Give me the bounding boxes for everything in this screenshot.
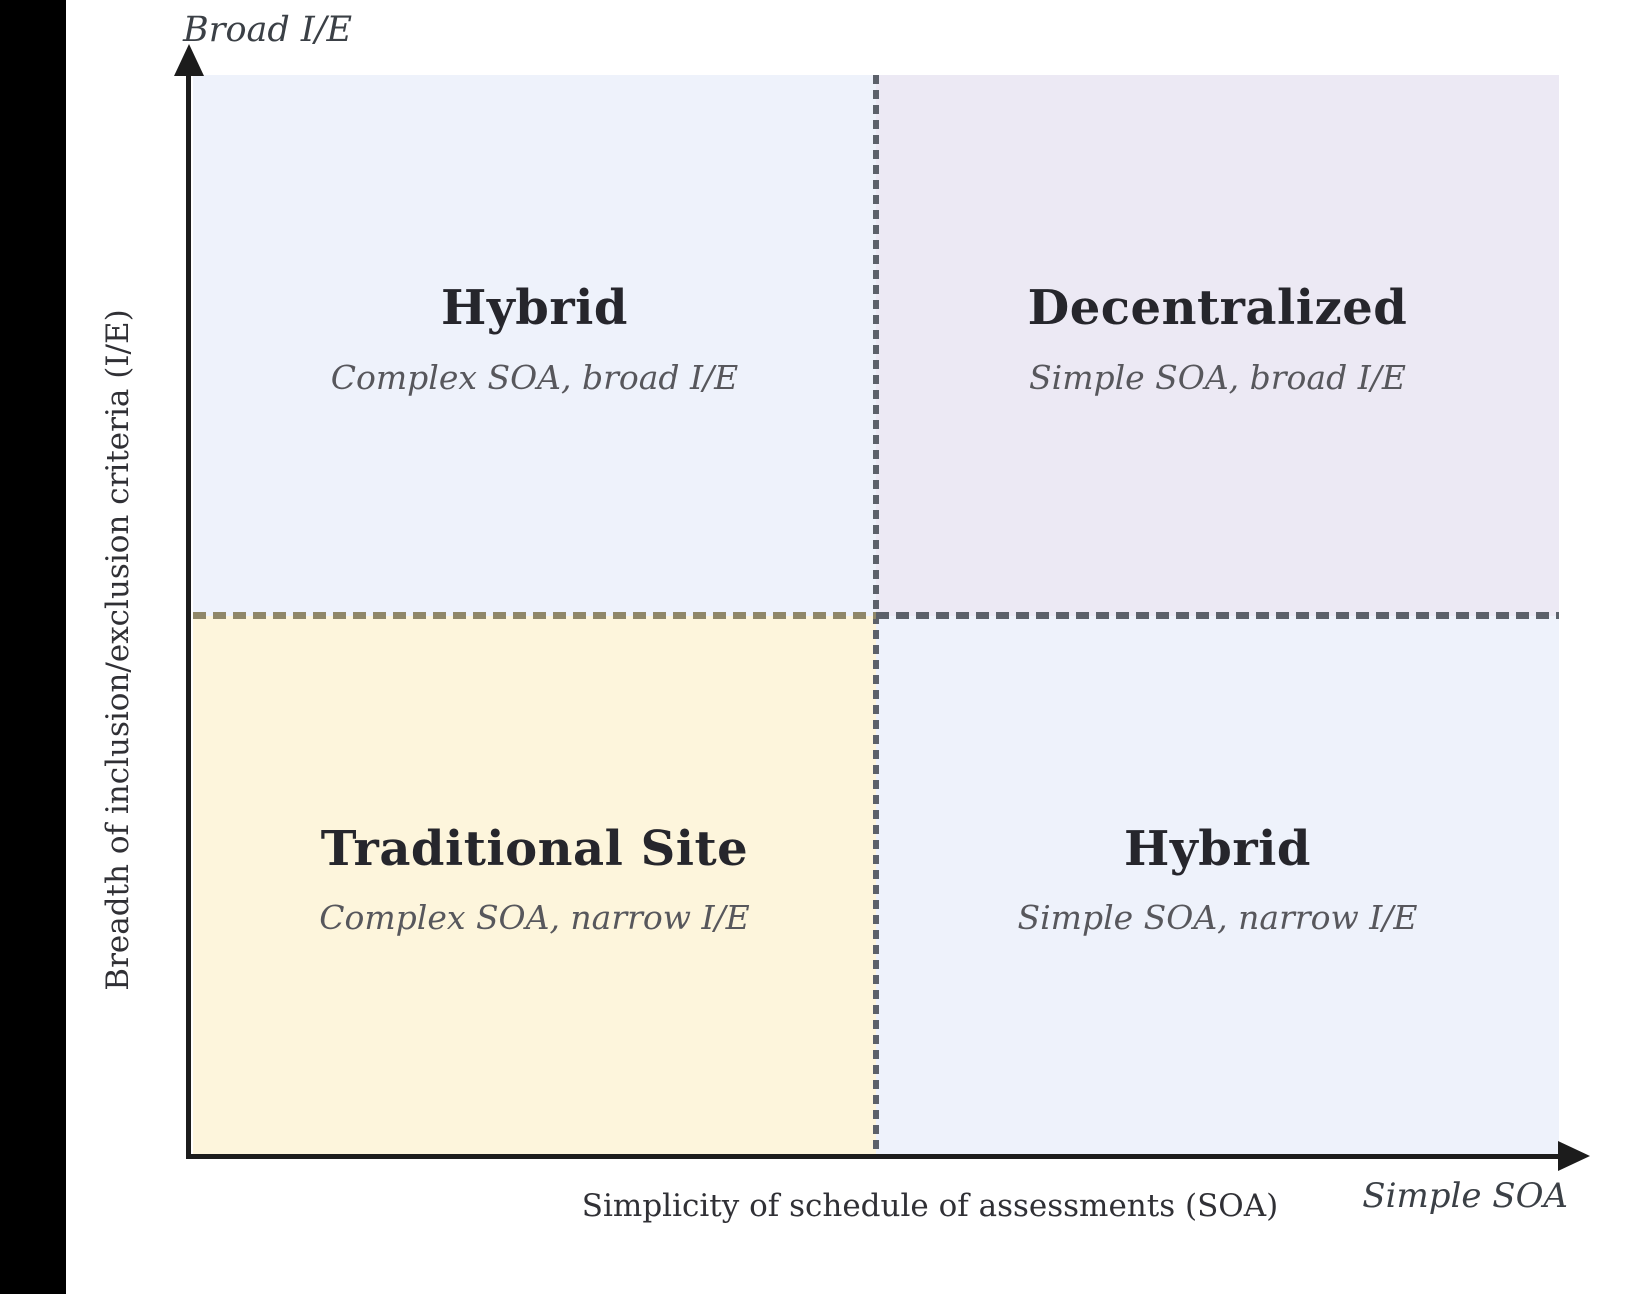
horizontal-dashed-divider-right — [876, 611, 1559, 619]
y-axis-arrowhead-icon — [174, 44, 204, 76]
x-axis-arrowhead-icon — [1558, 1141, 1590, 1171]
quadrant-subtitle: Complex SOA, narrow I/E — [319, 898, 750, 938]
horizontal-dashed-divider-left — [193, 611, 876, 619]
quadrant-bottom-left: Traditional Site Complex SOA, narrow I/E — [193, 615, 876, 1156]
quadrant-top-right: Decentralized Simple SOA, broad I/E — [876, 75, 1559, 616]
x-axis-max-label: Simple SOA — [1362, 1176, 1568, 1216]
quadrant-subtitle: Simple SOA, narrow I/E — [1017, 898, 1418, 938]
quadrant-content: Hybrid Simple SOA, narrow I/E — [876, 821, 1559, 938]
quadrant-title: Decentralized — [1027, 280, 1408, 337]
left-black-bar — [0, 0, 66, 1294]
quadrant-content: Decentralized Simple SOA, broad I/E — [876, 280, 1559, 397]
plot-area: Hybrid Complex SOA, broad I/E Decentrali… — [193, 75, 1559, 1156]
quadrant-subtitle: Simple SOA, broad I/E — [1029, 357, 1406, 397]
x-axis-title: Simplicity of schedule of assessments (S… — [581, 1188, 1279, 1224]
x-axis-line — [186, 1154, 1562, 1159]
y-axis-line — [186, 60, 191, 1156]
quadrant-title: Traditional Site — [320, 820, 749, 877]
quadrant-title: Hybrid — [1124, 820, 1311, 877]
quadrant-title: Hybrid — [441, 280, 628, 337]
quadrant-subtitle: Complex SOA, broad I/E — [330, 357, 739, 397]
y-axis-title: Breadth of inclusion/exclusion criteria … — [100, 309, 136, 991]
quadrant-content: Hybrid Complex SOA, broad I/E — [193, 280, 876, 397]
y-axis-max-label: Broad I/E — [183, 10, 353, 50]
quadrant-top-left: Hybrid Complex SOA, broad I/E — [193, 75, 876, 616]
quadrant-content: Traditional Site Complex SOA, narrow I/E — [193, 821, 876, 938]
quadrant-bottom-right: Hybrid Simple SOA, narrow I/E — [876, 615, 1559, 1156]
